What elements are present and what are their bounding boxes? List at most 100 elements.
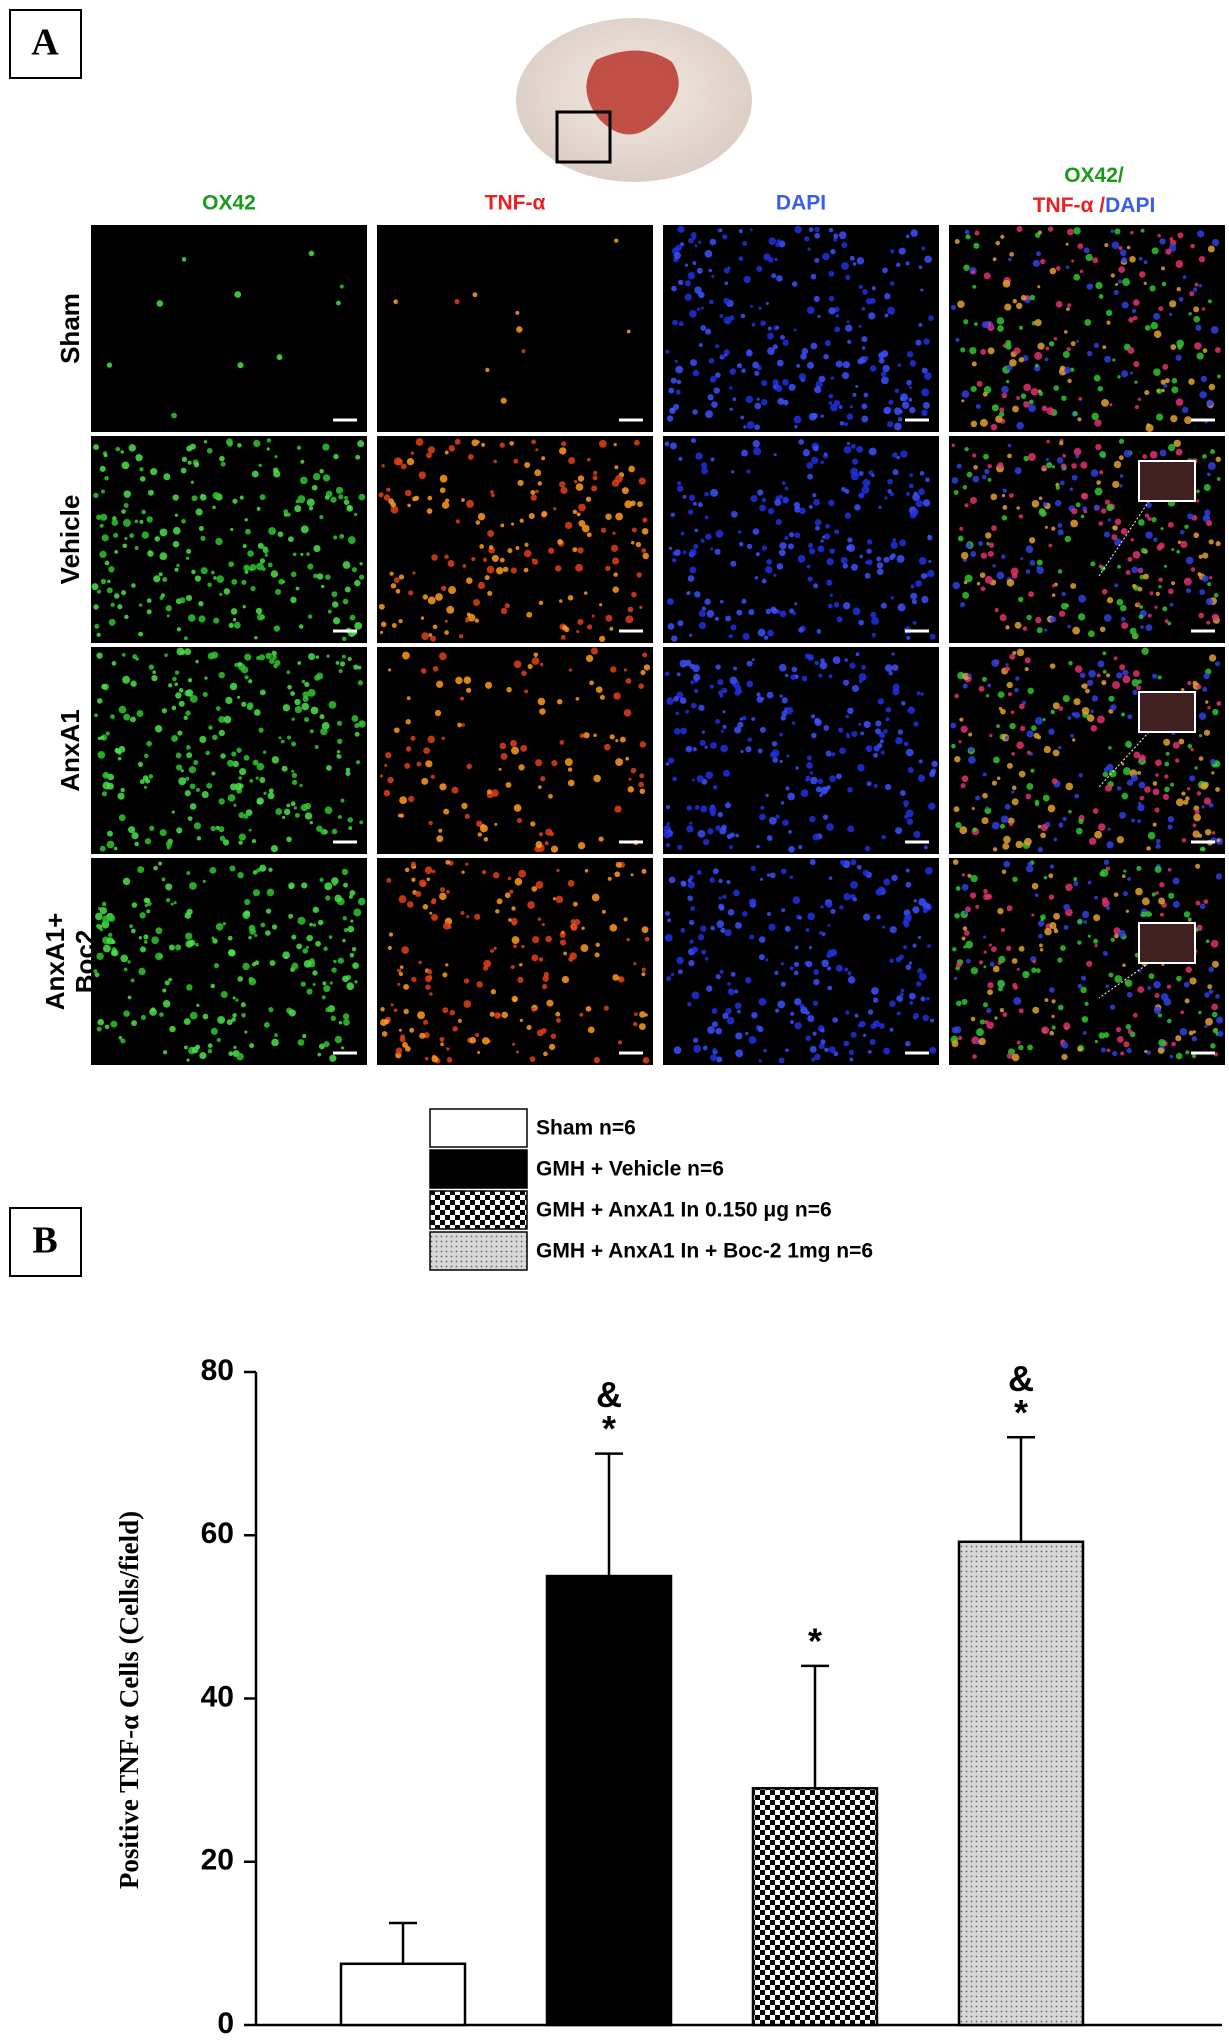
cell — [973, 465, 978, 470]
cell — [964, 446, 969, 452]
cell — [976, 380, 983, 387]
cell — [765, 793, 769, 798]
cell — [336, 720, 343, 726]
cell — [1187, 743, 1193, 749]
cell — [227, 794, 236, 802]
cell — [1145, 911, 1152, 918]
cell — [677, 225, 685, 233]
cell — [1155, 891, 1160, 895]
cell — [402, 651, 410, 660]
cell — [709, 299, 714, 305]
cell — [288, 913, 294, 919]
cell — [1175, 798, 1184, 807]
cell — [248, 924, 256, 932]
cell — [313, 544, 321, 553]
cell — [885, 706, 892, 713]
cell — [775, 384, 783, 393]
cell — [1119, 811, 1126, 819]
cell — [750, 865, 757, 871]
cell — [1099, 871, 1105, 877]
cell — [120, 787, 125, 793]
cell — [883, 1047, 891, 1055]
cell — [961, 775, 969, 783]
cell — [869, 365, 877, 372]
cell — [1126, 245, 1131, 250]
cell — [861, 485, 870, 494]
cell — [615, 474, 623, 483]
cell — [670, 377, 677, 384]
cell — [855, 652, 860, 657]
cell — [854, 1013, 859, 1018]
cell — [93, 969, 98, 974]
cell — [108, 915, 116, 922]
cell — [269, 960, 276, 966]
cell — [123, 967, 128, 972]
cell — [610, 544, 619, 552]
cell — [254, 635, 258, 640]
cell — [900, 450, 908, 458]
cell — [1188, 378, 1195, 385]
micrograph — [949, 647, 1225, 854]
cell — [769, 872, 776, 879]
cell — [1186, 787, 1191, 791]
cell — [427, 495, 433, 501]
cell — [952, 581, 961, 590]
cell — [954, 755, 961, 763]
cell — [778, 549, 786, 557]
cell — [666, 415, 674, 422]
cell — [1147, 831, 1156, 840]
cell — [1035, 616, 1042, 624]
inset — [1138, 922, 1196, 964]
cell — [733, 666, 738, 671]
cell — [1176, 975, 1182, 982]
cell — [338, 1021, 343, 1025]
cell — [1092, 257, 1099, 264]
cell — [102, 915, 111, 924]
cell — [790, 1011, 795, 1016]
cell — [332, 617, 341, 625]
cell — [177, 730, 183, 736]
cell — [231, 751, 237, 757]
cell — [823, 725, 830, 731]
cell — [323, 946, 328, 951]
region-box — [555, 110, 612, 164]
cell — [992, 965, 1000, 973]
cell — [1194, 766, 1198, 770]
cell — [955, 1000, 962, 1007]
cell — [710, 742, 717, 749]
cell — [147, 489, 155, 496]
cell — [771, 273, 777, 279]
cell — [613, 692, 621, 700]
cell — [927, 569, 935, 578]
cell — [336, 754, 342, 759]
cell — [886, 421, 894, 428]
cell — [861, 403, 868, 410]
cell — [575, 696, 580, 701]
cell — [1075, 827, 1083, 835]
cell — [878, 357, 885, 364]
cell — [1140, 547, 1147, 554]
cell — [1145, 531, 1153, 539]
cell — [252, 759, 259, 766]
cell — [1113, 460, 1122, 469]
cell — [903, 800, 910, 807]
cell — [630, 541, 635, 545]
cell — [951, 1026, 959, 1034]
cell — [290, 691, 296, 696]
cell — [449, 1009, 456, 1016]
cell — [244, 675, 249, 680]
cell — [695, 452, 703, 460]
cell — [1110, 937, 1115, 942]
cell — [861, 336, 868, 343]
cell — [687, 271, 696, 280]
cell — [513, 804, 522, 812]
cell — [895, 956, 902, 963]
cell — [312, 573, 318, 579]
cell — [719, 905, 725, 911]
cell — [766, 558, 773, 565]
cell — [171, 810, 175, 814]
cell — [281, 765, 288, 772]
cell — [780, 981, 786, 987]
cell — [229, 865, 236, 872]
cell — [692, 747, 697, 752]
